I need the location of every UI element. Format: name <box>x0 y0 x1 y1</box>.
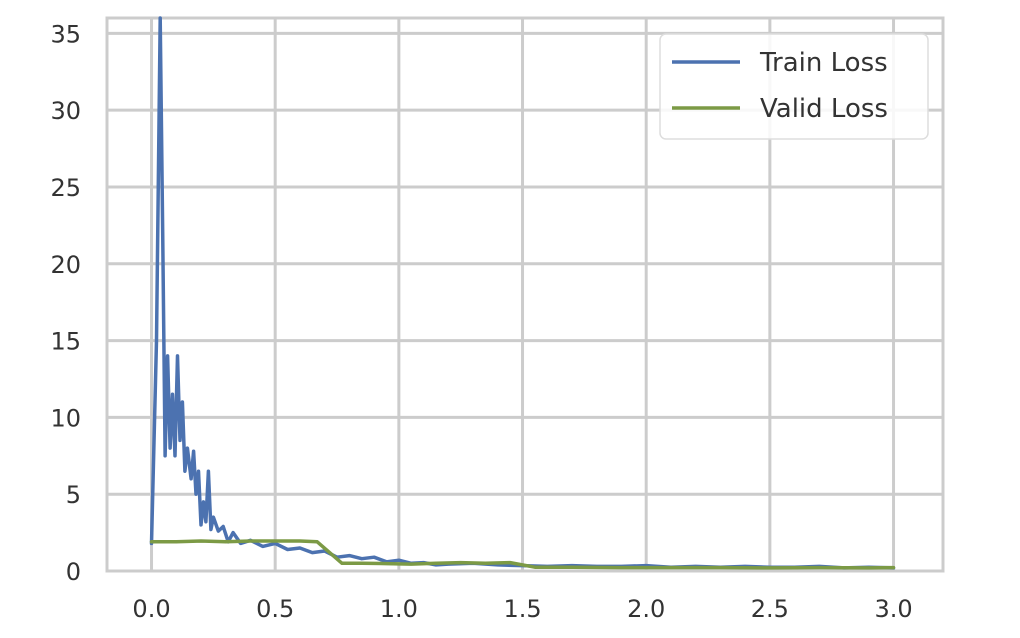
y-tick-label: 5 <box>66 481 81 509</box>
x-tick-label: 0.0 <box>132 595 170 623</box>
y-tick-labels: 0 5 10 15 20 25 30 35 <box>50 20 81 586</box>
x-tick-label: 1.5 <box>503 595 541 623</box>
series-line-valid-loss <box>149 539 896 570</box>
y-tick-label: 15 <box>50 328 81 356</box>
plot-frame <box>105 16 945 573</box>
y-tick-label: 0 <box>66 558 81 586</box>
x-tick-label: 2.5 <box>751 595 789 623</box>
y-tick-label: 25 <box>50 174 81 202</box>
legend-label: Valid Loss <box>760 94 888 124</box>
x-tick-labels: 0.0 0.5 1.0 1.5 2.0 2.5 3.0 <box>132 595 912 623</box>
legend: Train Loss Valid Loss <box>659 33 929 140</box>
x-tick-label: 1.0 <box>380 595 418 623</box>
legend-label: Train Loss <box>759 48 888 78</box>
x-tick-label: 0.5 <box>256 595 294 623</box>
y-tick-label: 10 <box>50 404 81 432</box>
y-tick-label: 20 <box>50 251 81 279</box>
y-tick-label: 30 <box>50 97 81 125</box>
y-tick-label: 35 <box>50 20 81 48</box>
x-tick-label: 3.0 <box>874 595 912 623</box>
series-layer <box>149 16 896 570</box>
x-tick-label: 2.0 <box>627 595 665 623</box>
